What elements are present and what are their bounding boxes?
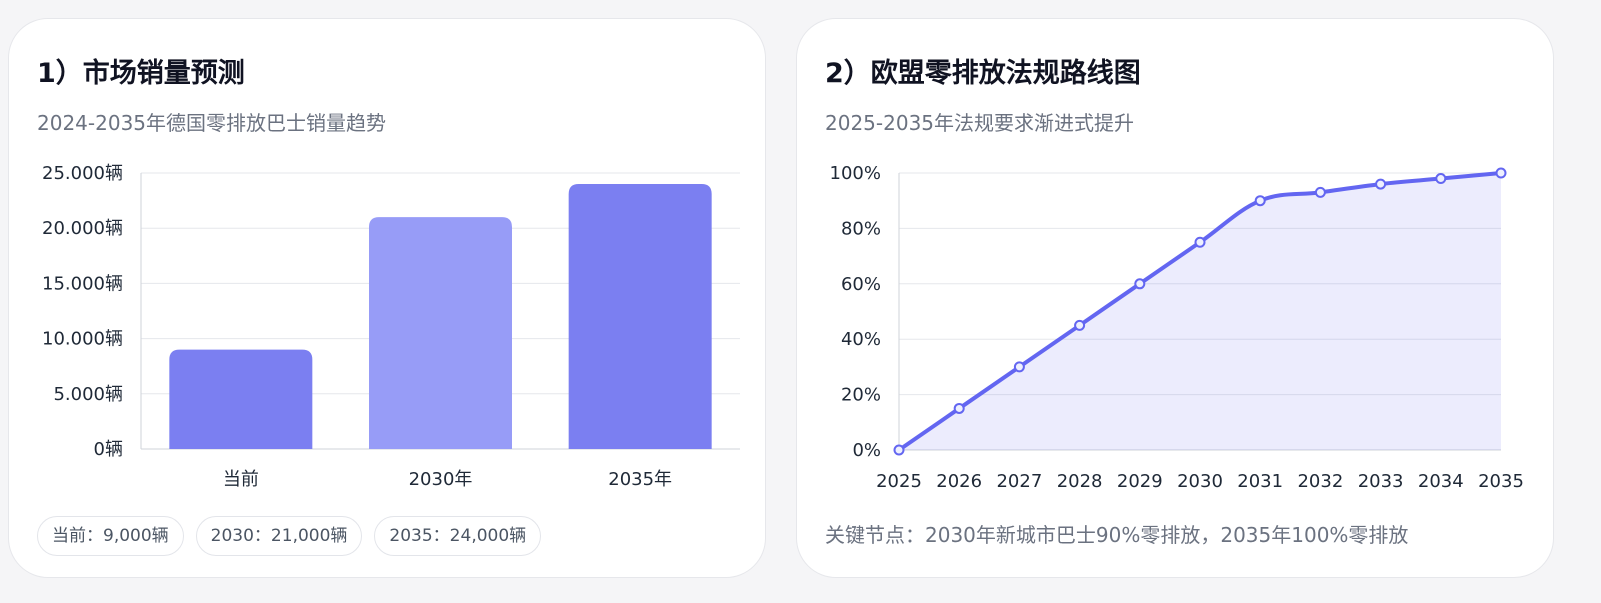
x-tick-label: 2030	[1177, 471, 1223, 492]
bar	[568, 184, 712, 450]
x-tick-label: 2032	[1297, 471, 1343, 492]
data-point	[893, 444, 905, 456]
data-point	[1013, 361, 1025, 373]
area-fill	[899, 173, 1501, 450]
x-tick-label: 当前	[223, 469, 259, 490]
x-tick-label: 2031	[1237, 471, 1283, 492]
card-subtitle: 2025-2035年法规要求渐进式提升	[825, 111, 1135, 135]
x-tick-label: 2034	[1418, 471, 1464, 492]
y-tick-label: 10.000辆	[42, 329, 123, 350]
y-tick-label: 60%	[841, 274, 881, 295]
x-tick-label: 2029	[1117, 471, 1163, 492]
y-tick-label: 25.000辆	[42, 163, 123, 184]
data-point	[1435, 173, 1447, 185]
bar	[369, 217, 512, 449]
data-point	[1314, 186, 1326, 198]
y-tick-label: 100%	[830, 163, 881, 184]
x-tick-label: 2025	[876, 471, 922, 492]
x-tick-label: 2027	[996, 471, 1042, 492]
chip-2035[interactable]: 2035：24,000辆	[374, 516, 542, 556]
x-tick-label: 2033	[1358, 471, 1404, 492]
y-tick-label: 15.000辆	[42, 273, 123, 294]
x-tick-label: 2028	[1057, 471, 1103, 492]
data-point	[1495, 167, 1507, 179]
series-line	[897, 171, 1503, 452]
card-subtitle: 2024-2035年德国零排放巴士销量趋势	[37, 111, 387, 135]
chip-2030[interactable]: 2030：21,000辆	[195, 516, 363, 556]
x-tick-label: 2035	[1478, 471, 1524, 492]
x-tick-label: 2035年	[608, 469, 672, 490]
chip-current[interactable]: 当前：9,000辆	[37, 516, 184, 556]
x-tick-label: 2030年	[409, 469, 473, 490]
regulation-area-chart: 0% 20% 40% 60% 80% 100% 2025 2026 2027 2028 2029 20…	[830, 163, 1524, 492]
y-tick-label: 0辆	[94, 439, 123, 460]
y-tick-label: 80%	[841, 218, 881, 239]
value-chips: 当前：9,000辆 2030：21,000辆 2035：24,000辆	[37, 516, 542, 556]
card-title: 1）市场销量预测	[37, 58, 245, 89]
data-point	[1074, 319, 1086, 331]
data-point	[1194, 236, 1206, 248]
bar	[169, 349, 313, 449]
card-title: 2）欧盟零排放法规路线图	[825, 58, 1141, 89]
data-point	[1375, 178, 1387, 190]
y-tick-label: 20.000辆	[42, 218, 123, 239]
data-point	[1254, 195, 1266, 207]
regulation-roadmap-card: 2）欧盟零排放法规路线图 2025-2035年法规要求渐进式提升 0% 20% 40…	[796, 18, 1554, 578]
y-tick-label: 20%	[841, 385, 881, 406]
x-tick-label: 2026	[936, 471, 982, 492]
y-tick-label: 0%	[852, 440, 881, 461]
key-milestone-note: 关键节点：2030年新城市巴士90%零排放，2035年100%零排放	[825, 523, 1409, 547]
y-tick-label: 40%	[841, 329, 881, 350]
y-tick-label: 5.000辆	[53, 384, 123, 405]
data-point	[953, 402, 965, 414]
data-point	[1134, 278, 1146, 290]
sales-forecast-card: 1）市场销量预测 2024-2035年德国零排放巴士销量趋势 0辆 5.000辆 1…	[8, 18, 766, 578]
